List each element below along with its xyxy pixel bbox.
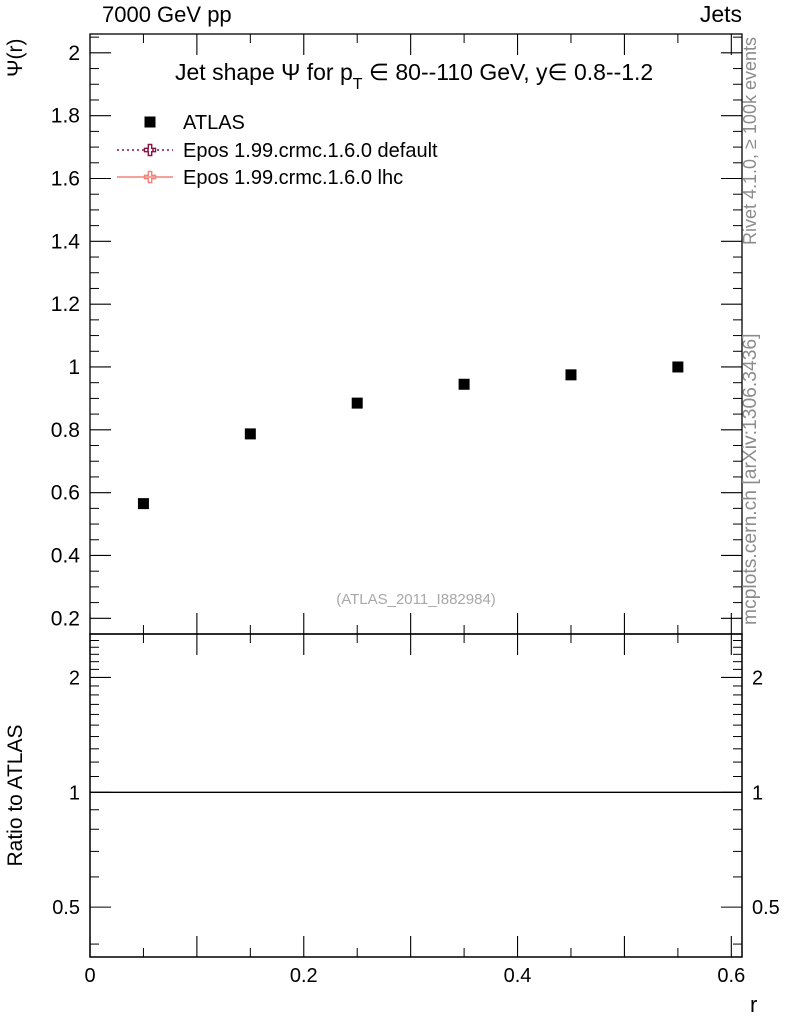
svg-text:0: 0 (84, 965, 95, 987)
svg-text:ATLAS: ATLAS (183, 112, 245, 134)
svg-text:0.2: 0.2 (290, 965, 318, 987)
svg-text:1: 1 (69, 782, 80, 804)
svg-text:Jets: Jets (700, 1, 742, 27)
svg-text:1.8: 1.8 (51, 105, 80, 128)
svg-text:1: 1 (752, 782, 763, 804)
svg-text:Epos 1.99.crmc.1.6.0 lhc: Epos 1.99.crmc.1.6.0 lhc (183, 167, 403, 189)
svg-text:(ATLAS_2011_I882984): (ATLAS_2011_I882984) (336, 591, 496, 608)
svg-text:2: 2 (752, 667, 763, 689)
svg-text:Epos 1.99.crmc.1.6.0 default: Epos 1.99.crmc.1.6.0 default (183, 140, 438, 162)
svg-text:1.2: 1.2 (51, 293, 80, 316)
svg-text:r: r (750, 992, 757, 1017)
svg-text:0.6: 0.6 (51, 482, 80, 505)
svg-text:0.2: 0.2 (51, 607, 80, 630)
svg-text:Ψ(r): Ψ(r) (4, 38, 27, 77)
svg-text:1: 1 (68, 356, 80, 379)
svg-text:0.4: 0.4 (504, 965, 532, 987)
svg-text:1.4: 1.4 (51, 230, 81, 253)
svg-text:2: 2 (68, 42, 80, 65)
svg-text:Ratio to ATLAS: Ratio to ATLAS (4, 724, 27, 866)
svg-text:0.8: 0.8 (51, 419, 80, 442)
svg-text:Rivet 4.1.0, ≥ 100k events: Rivet 4.1.0, ≥ 100k events (740, 37, 760, 245)
svg-text:1.6: 1.6 (51, 168, 80, 191)
svg-text:7000 GeV pp: 7000 GeV pp (102, 2, 232, 27)
svg-text:0.6: 0.6 (717, 965, 745, 987)
svg-text:2: 2 (69, 667, 80, 689)
svg-text:mcplots.cern.ch [arXiv:1306.34: mcplots.cern.ch [arXiv:1306.3436] (740, 333, 761, 625)
svg-text:0.4: 0.4 (51, 544, 81, 567)
svg-text:0.5: 0.5 (52, 897, 80, 919)
svg-text:0.5: 0.5 (752, 897, 780, 919)
